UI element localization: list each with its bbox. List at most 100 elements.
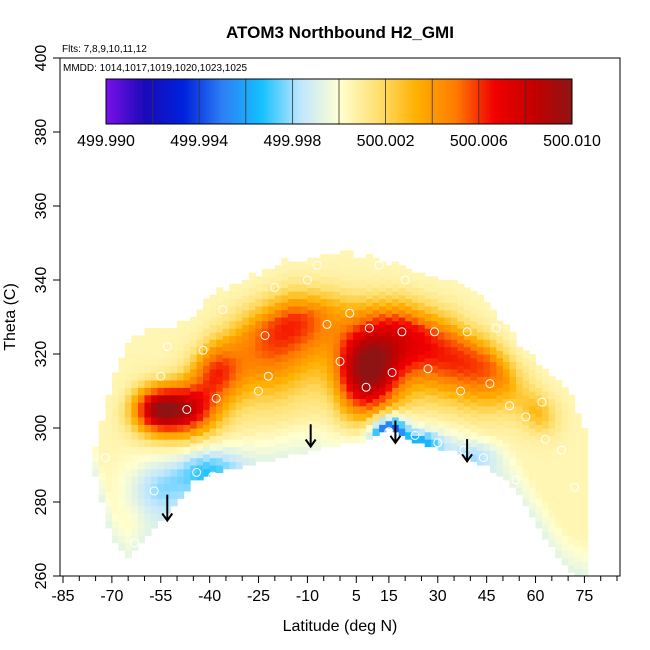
heatmap-cell <box>183 387 191 396</box>
heatmap-cell <box>255 291 263 300</box>
heatmap-cell <box>424 276 432 285</box>
heatmap-cell <box>333 328 341 337</box>
heatmap-cell <box>489 346 497 355</box>
heatmap-cell <box>470 402 478 411</box>
heatmap-cell <box>235 283 243 292</box>
heatmap-cell <box>235 453 243 462</box>
heatmap-cell <box>457 328 465 337</box>
heatmap-cell <box>522 446 530 455</box>
heatmap-cell <box>366 431 374 440</box>
heatmap-cell <box>196 317 204 325</box>
heatmap-cell <box>248 354 256 362</box>
heatmap-cell <box>307 398 315 407</box>
heatmap-cell <box>359 368 367 377</box>
observation-point <box>387 368 397 377</box>
heatmap-cell <box>124 372 132 381</box>
heatmap-cell <box>170 461 178 470</box>
heatmap-cell <box>392 394 400 403</box>
heatmap-cell <box>385 361 393 370</box>
heatmap-cell <box>542 391 550 399</box>
observation-point <box>540 434 550 444</box>
heatmap-cell <box>118 505 126 514</box>
heatmap-cell <box>274 317 282 325</box>
heatmap-cell <box>255 365 263 374</box>
heatmap-cell <box>242 368 250 377</box>
heatmap-cell <box>483 368 491 377</box>
heatmap-cell <box>196 354 204 362</box>
heatmap-cell <box>516 420 524 429</box>
heatmap-cell <box>398 287 406 296</box>
heatmap-cell <box>333 409 341 418</box>
heatmap-cell <box>203 431 211 440</box>
colorbar-segment <box>351 79 356 124</box>
heatmap-cell <box>437 361 445 370</box>
heatmap-cell <box>157 431 165 440</box>
heatmap-cell <box>131 498 139 507</box>
heatmap-cell <box>170 350 178 359</box>
heatmap-cell <box>450 420 458 429</box>
heatmap-cell <box>405 372 413 381</box>
heatmap-cell <box>476 450 484 459</box>
colorbar-segment <box>243 79 247 124</box>
heatmap-cell <box>418 309 426 318</box>
colorbar-segment <box>419 79 423 124</box>
heatmap-cell <box>300 365 308 374</box>
heatmap-cell <box>359 376 367 385</box>
heatmap-cell <box>476 405 484 414</box>
heatmap-cell <box>242 405 250 414</box>
heatmap-cell <box>98 442 106 451</box>
heatmap-cell <box>496 335 504 344</box>
heatmap-cell <box>476 294 484 303</box>
heatmap-cell <box>183 416 191 425</box>
heatmap-cell <box>151 461 159 470</box>
heatmap-cell <box>222 298 230 307</box>
heatmap-cell <box>340 398 348 407</box>
heatmap-cell <box>392 261 400 270</box>
heatmap-cell <box>405 394 413 403</box>
heatmap-cell <box>268 268 276 277</box>
colorbar-segment <box>157 79 161 124</box>
heatmap-cell <box>437 309 445 318</box>
observation-point <box>208 471 218 481</box>
heatmap-cell <box>157 387 165 396</box>
heatmap-cell <box>405 305 413 314</box>
observation-point <box>100 453 110 463</box>
colorbar-segment <box>297 79 301 124</box>
heatmap-cell <box>561 461 569 470</box>
observation-point <box>345 308 355 318</box>
heatmap-cell <box>131 372 139 381</box>
colorbar-segment <box>569 79 573 124</box>
colorbar-segment <box>357 79 361 124</box>
heatmap-cell <box>177 424 185 433</box>
heatmap-cell <box>483 428 491 436</box>
heatmap-cell <box>177 402 185 411</box>
heatmap-cell <box>242 346 250 355</box>
heatmap-cell <box>98 450 106 459</box>
heatmap-cell <box>496 379 504 388</box>
heatmap-cell <box>418 354 426 362</box>
heatmap-cell <box>346 376 354 385</box>
heatmap-cell <box>535 505 543 514</box>
heatmap-cell <box>144 476 152 485</box>
heatmap-cell <box>177 409 185 418</box>
heatmap-cell <box>281 354 289 362</box>
heatmap-cell <box>450 317 458 325</box>
heatmap-cell <box>372 280 380 288</box>
heatmap-cell <box>516 413 524 422</box>
heatmap-cell <box>105 402 113 411</box>
heatmap-cell <box>366 268 374 277</box>
heatmap-cell <box>372 257 380 266</box>
heatmap-cell <box>431 291 439 300</box>
heatmap-cell <box>216 339 224 348</box>
heatmap-cell <box>183 483 191 492</box>
heatmap-cell <box>261 268 269 277</box>
heatmap-cell <box>574 509 582 518</box>
heatmap-cell <box>411 339 419 348</box>
heatmap-cell <box>450 324 458 333</box>
heatmap-cell <box>581 553 589 562</box>
heatmap-cell <box>281 442 289 451</box>
heatmap-cell <box>111 453 119 462</box>
heatmap-cell <box>248 361 256 370</box>
colorbar-segment <box>447 79 451 124</box>
heatmap-cell <box>268 402 276 411</box>
